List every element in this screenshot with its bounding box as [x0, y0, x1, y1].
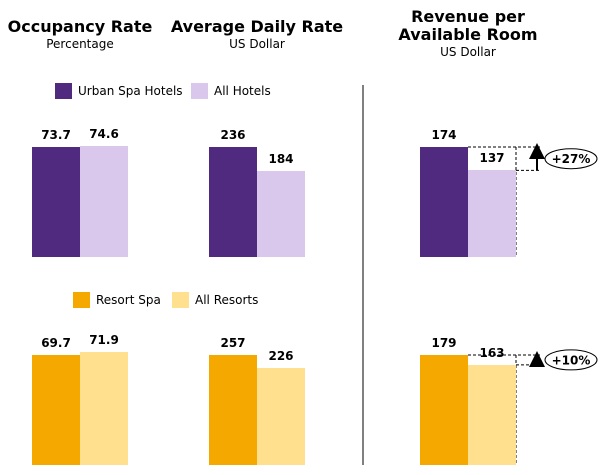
- value-label: 236: [220, 128, 246, 142]
- legend-label: All Resorts: [195, 293, 259, 307]
- value-label: 257: [220, 336, 246, 350]
- value-label: 174: [431, 128, 457, 142]
- legend-swatch: [73, 292, 90, 308]
- bar: [80, 351, 128, 465]
- value-label: 69.7: [41, 336, 71, 350]
- panel-subtitle: Percentage: [46, 37, 114, 51]
- annotation-badge: [544, 349, 598, 371]
- legend-label: Resort Spa: [96, 293, 161, 307]
- value-label: 226: [268, 349, 294, 364]
- panel-title: Revenue per Available Room: [398, 7, 538, 44]
- panel-subtitle: US Dollar: [440, 45, 496, 59]
- bar: [32, 147, 80, 257]
- legend-label: Urban Spa Hotels: [78, 84, 183, 98]
- bar: [32, 355, 80, 465]
- value-label: 71.9: [89, 332, 119, 347]
- value-label: 184: [268, 152, 294, 167]
- legend-swatch: [191, 83, 208, 99]
- bar: [420, 147, 468, 257]
- bar: [468, 170, 516, 257]
- bar: [257, 171, 305, 257]
- annotation-badge: [544, 148, 598, 170]
- annotation: +27%: [552, 152, 591, 166]
- bar: [257, 368, 305, 465]
- value-label: 74.6: [89, 126, 119, 141]
- value-label: 137: [479, 151, 505, 166]
- value-label: 73.7: [41, 128, 71, 142]
- bar: [420, 355, 468, 465]
- panel-title: Average Daily Rate: [170, 17, 344, 36]
- legend-swatch: [55, 83, 72, 99]
- panel-subtitle: US Dollar: [229, 37, 285, 51]
- value-label: 179: [431, 336, 457, 350]
- bar: [209, 147, 257, 257]
- bar: [468, 364, 516, 465]
- value-label: 163: [479, 345, 505, 360]
- annotation: +10%: [552, 353, 591, 367]
- legend-label: All Hotels: [214, 84, 271, 98]
- panel-title: Occupancy Rate: [7, 17, 153, 36]
- bar: [80, 145, 128, 257]
- bar: [209, 355, 257, 465]
- legend-swatch: [172, 292, 189, 308]
